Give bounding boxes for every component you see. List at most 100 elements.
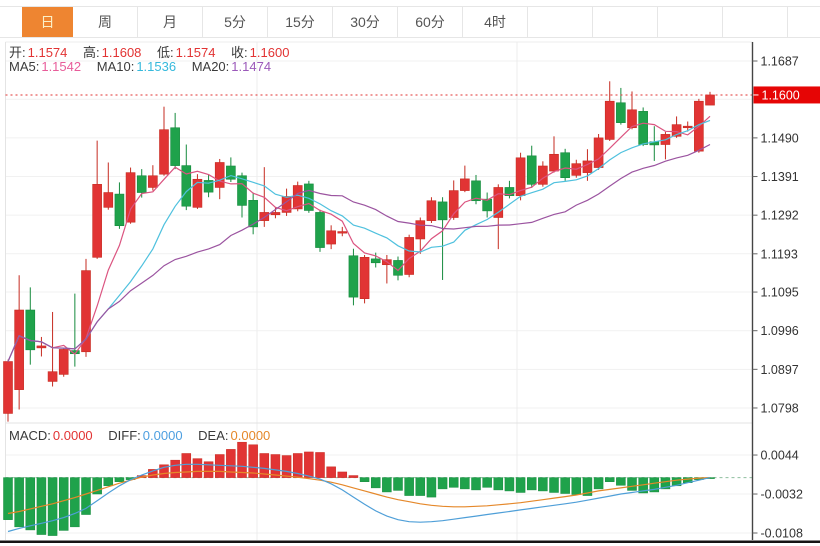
candle [549, 153, 559, 172]
price-axis-label: 1.1391 [761, 170, 799, 184]
macd-bar [460, 477, 470, 490]
candle [315, 212, 325, 248]
tab-4hour[interactable]: 4时 [463, 7, 528, 37]
ohlc-readout: 开: 1.1574 高: 1.1608 低: 1.1574 收: 1.1600 [9, 42, 301, 61]
candle [493, 187, 504, 218]
price-axis-label: 1.1095 [761, 286, 799, 300]
macd-bar [504, 477, 515, 492]
macd-bar [604, 477, 615, 482]
candle [214, 162, 225, 188]
macd-bar [482, 477, 492, 488]
macd-bar [70, 477, 80, 528]
candle [627, 109, 637, 129]
macd-bar [415, 477, 426, 496]
tab-month[interactable]: 月 [138, 7, 203, 37]
macd-bar [471, 477, 481, 491]
candle [125, 172, 136, 223]
candle [393, 260, 403, 276]
macd-bar [170, 459, 180, 478]
candle [148, 175, 158, 188]
macd-bar [426, 477, 437, 498]
toolbar-filler [788, 7, 820, 37]
close-label: 收: [231, 45, 248, 60]
candle [58, 349, 69, 375]
tab-week[interactable]: 周 [73, 7, 138, 37]
diff-label: DIFF: [108, 428, 141, 443]
macd-bar [14, 477, 24, 528]
macd-bar [515, 477, 526, 493]
macd-bar [237, 441, 247, 478]
macd-bar [270, 454, 281, 478]
tab-day[interactable]: 日 [22, 7, 73, 37]
tab-5min[interactable]: 5分 [203, 7, 268, 37]
candle [203, 180, 214, 193]
ma10-value: 1.1536 [136, 59, 177, 74]
dea-value: 0.0000 [230, 428, 271, 443]
macd-bar [326, 466, 336, 478]
candle [25, 309, 36, 351]
candle [560, 152, 570, 178]
candle [337, 231, 348, 234]
timeframe-toolbar: 日 周 月 5分 15分 30分 60分 4时 [0, 6, 820, 38]
chart-bottom-border [0, 540, 820, 543]
macd-bar [203, 461, 214, 478]
price-axis-label: 1.0798 [761, 401, 799, 415]
macd-bar [627, 477, 637, 491]
dea-line [7, 470, 711, 515]
open-label: 开: [9, 45, 26, 60]
macd-bar [393, 477, 403, 491]
candle [504, 187, 515, 196]
candle [136, 175, 147, 193]
high-label: 高: [83, 45, 100, 60]
macd-bar [493, 477, 504, 491]
macd-bar [582, 477, 593, 496]
macd-bar [348, 475, 359, 478]
candle [192, 178, 203, 208]
candle [114, 193, 125, 227]
macd-bar [114, 477, 125, 482]
candle [538, 165, 548, 185]
ma20-label: MA20: [191, 59, 230, 74]
candle [415, 220, 426, 240]
candle [326, 230, 336, 245]
candle [705, 94, 715, 106]
macd-bar [560, 477, 570, 494]
macd-bar [92, 477, 102, 495]
last-price-marker [753, 86, 820, 104]
low-label: 低: [157, 45, 174, 60]
tab-60min[interactable]: 60分 [398, 7, 463, 37]
macd-bar [304, 451, 314, 478]
tab-cell-empty [658, 7, 723, 37]
macd-axis-label: 0.0044 [761, 449, 799, 463]
macd-bar [337, 471, 348, 478]
candle [526, 155, 537, 185]
candle [92, 184, 102, 258]
macd-bar [259, 453, 270, 478]
macd-label: MACD: [9, 428, 51, 443]
candle [448, 190, 459, 218]
macd-bar [159, 464, 169, 478]
macd-axis-label: -0.0108 [761, 527, 803, 541]
ma-readout: MA5: 1.1542 MA10: 1.1536 MA20: 1.1474 [9, 59, 283, 74]
macd-bar [370, 477, 381, 489]
macd-bar [571, 477, 582, 495]
candle [471, 180, 481, 202]
tab-15min[interactable]: 15分 [268, 7, 333, 37]
macd-bar [649, 477, 660, 493]
macd-readout: MACD: 0.0000 DIFF: 0.0000 DEA: 0.0000 [9, 428, 282, 443]
price-axis-label: 1.1193 [761, 247, 798, 261]
macd-bar [660, 477, 671, 490]
tab-30min[interactable]: 30分 [333, 7, 398, 37]
close-value: 1.1600 [249, 45, 290, 60]
macd-bar [448, 477, 459, 488]
price-axis-label: 1.1687 [761, 55, 799, 69]
ma20-value: 1.1474 [231, 59, 272, 74]
candle [616, 102, 626, 123]
candle [682, 125, 693, 129]
candle [437, 201, 448, 221]
candle [370, 258, 381, 264]
candle [359, 257, 370, 299]
macd-bar [538, 477, 548, 492]
